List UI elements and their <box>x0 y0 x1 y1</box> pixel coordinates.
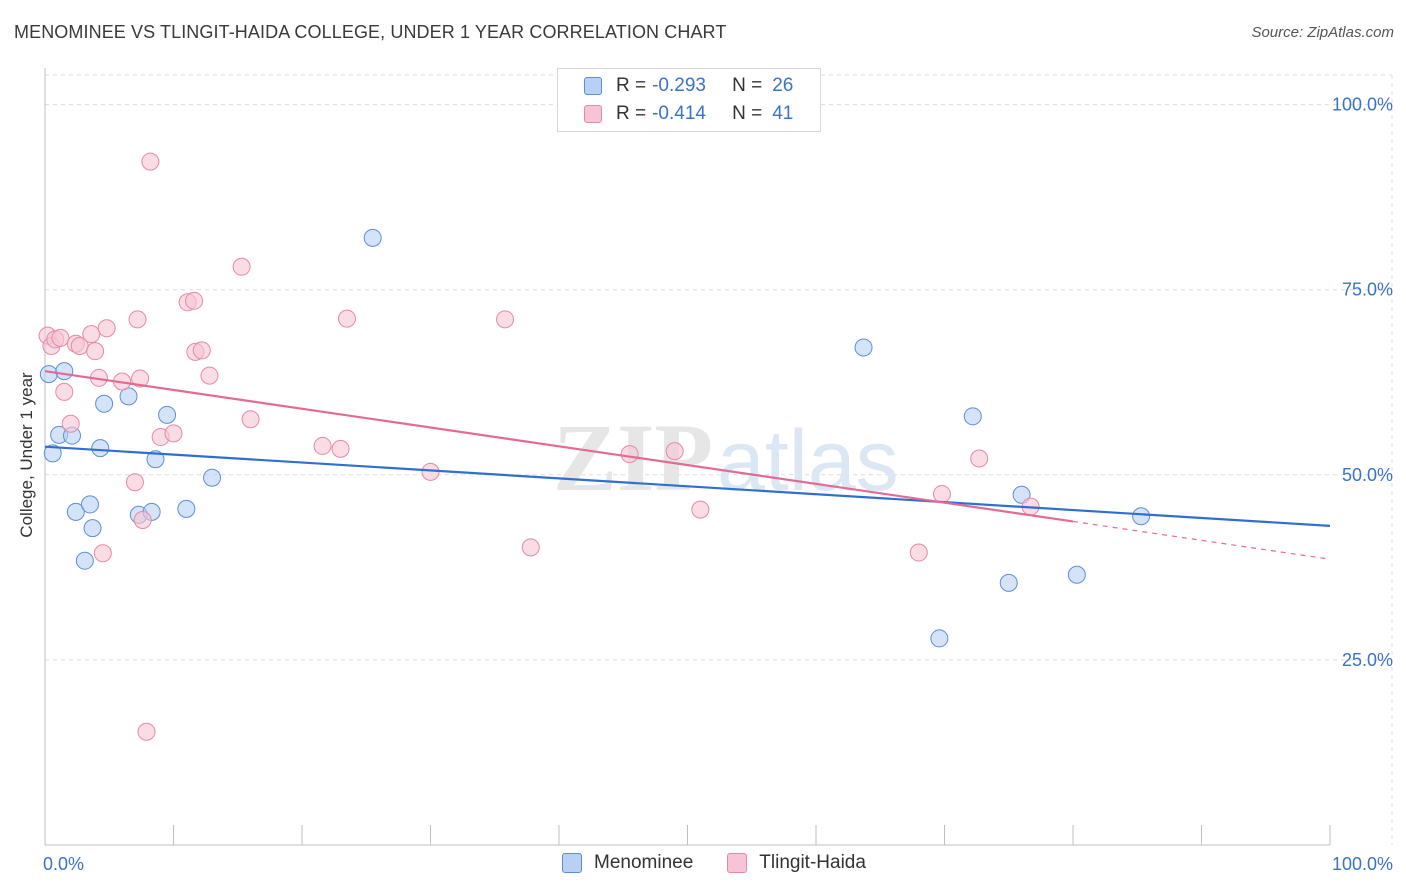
menominee-trend-line <box>44 445 1331 527</box>
tlingit-haida-trend-extension <box>1072 520 1331 560</box>
menominee-point <box>55 362 74 381</box>
y-tick-label: 75.0% <box>1342 280 1393 300</box>
y-tick-label: 100.0% <box>1332 95 1393 115</box>
tick-label-layer: 25.0% 50.0% 75.0% 100.0% 0.0% 100.0% <box>43 95 1393 874</box>
tlingit-haida-point <box>337 309 356 328</box>
legend-item-tlingit-haida: Tlingit-Haida <box>727 852 866 874</box>
tlingit-haida-point <box>93 544 112 563</box>
menominee-point <box>203 468 222 487</box>
tlingit-haida-point <box>200 366 219 385</box>
legend-label-menominee: Menominee <box>594 852 694 873</box>
x-tick-label: 100.0% <box>1332 854 1393 874</box>
y-axis-label: College, Under 1 year <box>17 372 36 538</box>
menominee-point <box>95 394 114 413</box>
tlingit-haida-point <box>665 442 684 461</box>
tlingit-haida-point <box>164 424 183 443</box>
legend-swatch-blue <box>584 77 602 95</box>
tlingit-haida-point <box>141 152 160 171</box>
legend-swatch-pink <box>584 105 602 123</box>
tlingit-haida-point <box>521 538 540 557</box>
trend-layer <box>44 370 1331 560</box>
legend-label-tlingit-haida: Tlingit-Haida <box>759 852 866 873</box>
points-layer <box>38 152 1151 741</box>
tlingit-haida-point <box>313 436 332 455</box>
tlingit-haida-point <box>331 439 350 458</box>
tlingit-haida-point <box>55 382 74 401</box>
tlingit-haida-point <box>185 291 204 310</box>
tlingit-haida-point <box>133 510 152 529</box>
legend-r-label: R = <box>616 75 647 96</box>
legend-r-label: R = <box>616 103 647 124</box>
y-tick-label: 50.0% <box>1342 465 1393 485</box>
grid-layer <box>45 74 1393 845</box>
legend-item-menominee: Menominee <box>562 852 693 874</box>
legend-n-label: N = <box>732 103 763 124</box>
menominee-point <box>83 519 102 538</box>
tlingit-haida-trend-line <box>44 370 1074 523</box>
menominee-point <box>80 495 99 514</box>
tlingit-haida-point <box>192 341 211 360</box>
tlingit-haida-point <box>131 369 150 388</box>
menominee-point <box>43 444 62 463</box>
menominee-point <box>158 405 177 424</box>
legend-n-value: 26 <box>772 75 794 96</box>
menominee-point <box>75 551 94 570</box>
x-tick-label: 0.0% <box>43 854 84 874</box>
source-label: Source: ZipAtlas.com <box>1251 24 1394 41</box>
menominee-point <box>177 499 196 518</box>
menominee-point <box>146 450 165 469</box>
y-tick-label: 25.0% <box>1342 650 1393 670</box>
tlingit-haida-point <box>125 473 144 492</box>
legend-row-tlingit-haida: R = -0.414 N = 41 <box>584 102 793 126</box>
tlingit-haida-point <box>932 485 951 504</box>
menominee-point <box>1067 565 1086 584</box>
tlingit-haida-point <box>86 342 105 361</box>
tlingit-haida-point <box>691 500 710 519</box>
legend-swatch-pink <box>727 853 748 873</box>
tlingit-haida-point <box>241 410 260 429</box>
menominee-point <box>66 502 85 521</box>
tlingit-haida-point <box>137 722 156 741</box>
menominee-point <box>91 439 110 458</box>
watermark: ZIP atlas <box>553 404 899 511</box>
legend-n-value: 41 <box>772 103 794 124</box>
tlingit-haida-point <box>128 310 147 329</box>
legend-swatch-blue <box>562 853 582 873</box>
legend-r-value: -0.293 <box>652 75 706 96</box>
menominee-point <box>963 407 982 426</box>
menominee-point <box>39 365 58 384</box>
legend-r-value: -0.414 <box>652 103 706 124</box>
tlingit-haida-point <box>620 445 639 464</box>
legend-row-menominee: R = -0.293 N = 26 <box>584 74 793 98</box>
tlingit-haida-point <box>82 325 101 344</box>
menominee-point <box>1132 507 1151 526</box>
tlingit-haida-point <box>61 414 80 433</box>
tlingit-haida-point <box>232 257 251 276</box>
menominee-point <box>930 629 949 648</box>
menominee-point <box>854 338 873 357</box>
correlation-legend: R = -0.293 N = 26 R = -0.414 N = 41 <box>557 68 821 132</box>
tlingit-haida-point <box>496 310 515 329</box>
series-legend: Menominee Tlingit-Haida <box>562 852 900 874</box>
menominee-point <box>119 387 138 406</box>
tlingit-haida-point <box>97 319 116 338</box>
tlingit-haida-point <box>970 449 989 468</box>
chart-title: MENOMINEE VS TLINGIT-HAIDA COLLEGE, UNDE… <box>14 22 727 42</box>
menominee-point <box>363 228 382 247</box>
tlingit-haida-point <box>909 543 928 562</box>
legend-n-label: N = <box>732 75 763 96</box>
tlingit-haida-point <box>51 328 70 347</box>
menominee-point <box>999 573 1018 592</box>
